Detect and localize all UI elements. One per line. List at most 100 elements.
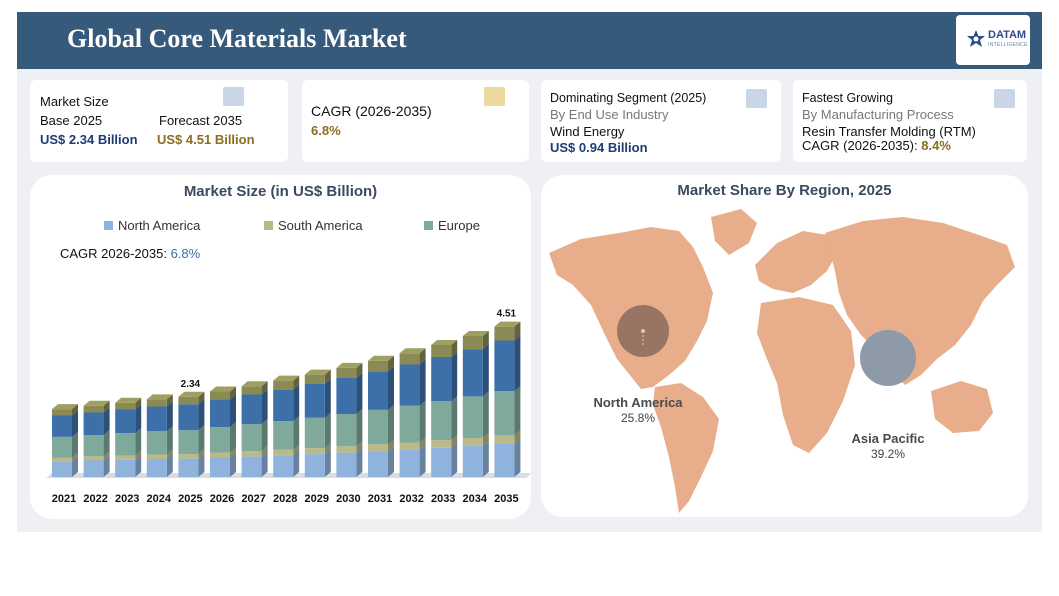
legend-label: North America bbox=[118, 218, 201, 233]
bar-side-middle-east-africa-2031 bbox=[388, 355, 394, 372]
bar-side-europe-2027 bbox=[261, 419, 268, 452]
bar-europe-2031 bbox=[368, 409, 388, 445]
bar-side-asia-pacific-2032 bbox=[419, 359, 426, 406]
x-tick-2033: 2033 bbox=[431, 493, 455, 505]
bar-side-europe-2035 bbox=[514, 386, 521, 436]
bar-side-north-america-2027 bbox=[261, 451, 268, 477]
bar-south-america-2028 bbox=[273, 449, 294, 456]
company-logo[interactable]: DATAM INTELLIGENCE bbox=[956, 15, 1030, 65]
bar-asia-pacific-2033 bbox=[431, 357, 452, 402]
bar-south-america-2029 bbox=[304, 448, 325, 455]
bar-europe-2030 bbox=[336, 414, 357, 447]
fastest-growing-cagr: CAGR (2026-2035): 8.4% bbox=[802, 138, 951, 153]
bar-europe-2026 bbox=[210, 427, 230, 453]
bar-side-south-america-2026 bbox=[230, 447, 236, 458]
legend-swatch bbox=[424, 221, 433, 230]
bar-side-europe-2031 bbox=[388, 404, 394, 445]
bar-side-middle-east-africa-2023 bbox=[135, 397, 142, 410]
bar-asia-pacific-2029 bbox=[304, 384, 325, 418]
bar-side-middle-east-africa-2026 bbox=[230, 386, 236, 400]
bar-side-north-america-2021 bbox=[72, 456, 78, 477]
region-share-north-america: 25.8% bbox=[620, 411, 656, 425]
bar-middle-east-africa-2026 bbox=[210, 391, 230, 400]
bar-side-asia-pacific-2033 bbox=[451, 352, 458, 402]
bar-side-asia-pacific-2031 bbox=[388, 366, 394, 410]
bar-asia-pacific-2034 bbox=[462, 349, 483, 397]
bar-side-north-america-2035 bbox=[514, 438, 521, 477]
bar-asia-pacific-2026 bbox=[210, 399, 230, 428]
bar-side-south-america-2023 bbox=[135, 450, 142, 460]
bar-europe-2023 bbox=[115, 433, 136, 456]
bar-side-south-america-2032 bbox=[419, 437, 426, 450]
bar-north-america-2032 bbox=[399, 449, 420, 477]
bar-top-2027 bbox=[241, 381, 268, 387]
x-tick-2029: 2029 bbox=[305, 493, 329, 505]
x-tick-2031: 2031 bbox=[368, 493, 392, 505]
bar-side-asia-pacific-2023 bbox=[135, 404, 142, 434]
bar-europe-2027 bbox=[241, 424, 262, 452]
bar-side-south-america-2022 bbox=[103, 451, 110, 461]
data-label-2035: 4.51 bbox=[497, 309, 517, 320]
bar-side-asia-pacific-2034 bbox=[482, 344, 489, 397]
dominating-segment-value: US$ 0.94 Billion bbox=[550, 140, 648, 155]
bar-side-south-america-2028 bbox=[293, 444, 300, 456]
bar-north-america-2033 bbox=[431, 447, 452, 477]
bar-europe-2033 bbox=[431, 401, 452, 441]
bar-europe-2028 bbox=[273, 421, 294, 450]
bar-south-america-2035 bbox=[494, 435, 515, 444]
bar-middle-east-africa-2028 bbox=[273, 380, 294, 390]
bar-side-north-america-2029 bbox=[324, 449, 331, 477]
bar-europe-2025 bbox=[178, 430, 199, 455]
bar-asia-pacific-2032 bbox=[399, 364, 420, 406]
bar-middle-east-africa-2034 bbox=[462, 336, 483, 350]
legend-south-america: South America bbox=[264, 218, 363, 233]
bar-top-2026 bbox=[210, 386, 236, 392]
fastest-growing-card: Fastest Growing By Manufacturing Process… bbox=[793, 80, 1027, 162]
greenland-shape bbox=[711, 209, 757, 255]
bar-south-america-2022 bbox=[83, 456, 104, 461]
bar-north-america-2027 bbox=[241, 456, 262, 477]
bar-side-middle-east-africa-2032 bbox=[419, 348, 426, 365]
bar-side-south-america-2031 bbox=[388, 439, 394, 452]
x-tick-2027: 2027 bbox=[241, 493, 265, 505]
bar-top-2031 bbox=[368, 355, 394, 361]
bar-side-europe-2028 bbox=[293, 416, 300, 450]
bar-north-america-2029 bbox=[304, 454, 325, 477]
bar-middle-east-africa-2030 bbox=[336, 367, 357, 378]
bar-side-middle-east-africa-2028 bbox=[293, 375, 300, 390]
asia-pacific-marker[interactable] bbox=[860, 330, 916, 386]
bar-europe-2021 bbox=[52, 436, 72, 458]
bar-south-america-2032 bbox=[399, 442, 420, 450]
dominating-segment-label: Dominating Segment (2025) bbox=[550, 91, 707, 105]
north-america-marker-dot bbox=[641, 329, 645, 333]
bar-north-america-2035 bbox=[494, 443, 515, 477]
bar-side-middle-east-africa-2030 bbox=[356, 362, 363, 378]
bar-side-asia-pacific-2026 bbox=[230, 394, 236, 428]
bar-side-south-america-2030 bbox=[356, 441, 363, 453]
bar-middle-east-africa-2025 bbox=[178, 396, 199, 405]
bar-side-north-america-2025 bbox=[198, 453, 205, 477]
bar-side-south-america-2029 bbox=[324, 443, 331, 455]
x-tick-2025: 2025 bbox=[178, 493, 202, 505]
bar-middle-east-africa-2027 bbox=[241, 386, 262, 395]
forecast-year-label: Forecast 2035 bbox=[159, 113, 243, 128]
bar-side-middle-east-africa-2024 bbox=[166, 394, 173, 407]
bar-side-middle-east-africa-2022 bbox=[103, 400, 110, 413]
bar-side-north-america-2024 bbox=[166, 454, 173, 477]
bar-side-middle-east-africa-2035 bbox=[514, 321, 521, 341]
x-tick-2021: 2021 bbox=[52, 493, 76, 505]
legend-label: South America bbox=[278, 218, 363, 233]
bar-asia-pacific-2023 bbox=[115, 409, 136, 434]
bar-side-asia-pacific-2029 bbox=[324, 379, 331, 418]
bar-north-america-2023 bbox=[115, 459, 136, 477]
bar-north-america-2028 bbox=[273, 455, 294, 477]
base-value: US$ 2.34 Billion bbox=[40, 132, 138, 147]
x-tick-2023: 2023 bbox=[115, 493, 139, 505]
bar-side-asia-pacific-2028 bbox=[293, 384, 300, 422]
x-tick-2028: 2028 bbox=[273, 493, 297, 505]
bar-chart-cagr: CAGR 2026-2035: 6.8% bbox=[60, 246, 200, 261]
bar-top-2032 bbox=[399, 348, 426, 354]
bar-side-europe-2022 bbox=[103, 430, 110, 457]
dominating-segment-card: Dominating Segment (2025) By End Use Ind… bbox=[541, 80, 781, 162]
bar-side-middle-east-africa-2025 bbox=[198, 391, 205, 405]
